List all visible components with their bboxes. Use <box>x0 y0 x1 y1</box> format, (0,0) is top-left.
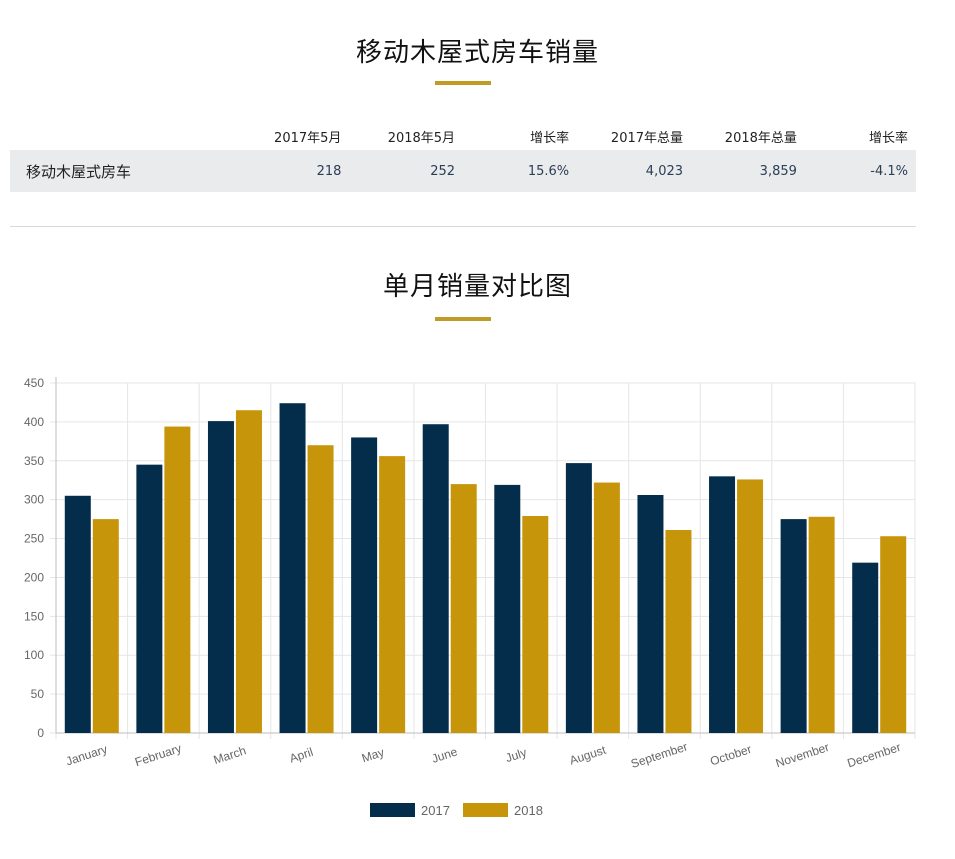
bar-2017-august <box>565 463 592 733</box>
x-tick-label: March <box>212 743 248 767</box>
table-header-row: 2017年5月 2018年5月 增长率 2017年总量 2018年总量 增长率 <box>10 122 916 150</box>
y-tick-label: 450 <box>24 376 44 390</box>
table-cell: 3,859 <box>691 150 805 192</box>
x-tick-label: January <box>64 742 109 769</box>
bar-2018-march <box>235 410 262 733</box>
y-tick-label: 100 <box>24 648 44 662</box>
x-tick-label: February <box>133 741 183 769</box>
bar-2017-september <box>637 495 664 733</box>
y-tick-label: 350 <box>24 454 44 468</box>
y-tick-label: 300 <box>24 493 44 507</box>
page-title: 移动木屋式房车销量 <box>355 38 599 68</box>
x-tick-label: May <box>360 745 386 765</box>
table-cell: 218 <box>238 150 350 192</box>
bar-2018-july <box>522 516 549 733</box>
x-tick-label: April <box>288 745 315 766</box>
x-tick-label: August <box>568 743 608 768</box>
bar-2017-october <box>709 476 736 733</box>
column-header: 2017年5月 <box>274 130 342 146</box>
bar-2018-april <box>307 445 334 733</box>
bar-2018-august <box>593 482 620 733</box>
chart-title: 单月销量对比图 <box>382 272 572 302</box>
legend-label-2017: 2017 <box>421 803 450 818</box>
summary-table: 2017年5月 2018年5月 增长率 2017年总量 2018年总量 增长率 … <box>10 122 916 192</box>
table-cell: 15.6% <box>463 150 578 192</box>
column-header: 增长率 <box>530 130 570 146</box>
title-accent-bar <box>435 81 491 85</box>
bar-2017-march <box>207 421 234 733</box>
y-tick-label: 50 <box>31 687 45 701</box>
bar-2018-june <box>450 484 477 733</box>
bar-2017-february <box>136 464 163 733</box>
bar-2017-december <box>852 562 879 733</box>
legend-swatch-2018 <box>463 803 508 817</box>
column-header: 2018年总量 <box>724 130 797 146</box>
bar-2017-may <box>351 437 378 733</box>
bar-2017-january <box>64 495 91 733</box>
bar-2018-december <box>880 536 907 733</box>
bar-2018-january <box>92 519 119 733</box>
y-tick-label: 250 <box>24 532 44 546</box>
table-cell: 4,023 <box>577 150 692 192</box>
bar-2017-july <box>494 484 521 733</box>
x-tick-label: October <box>708 742 753 769</box>
column-header: 增长率 <box>868 130 908 146</box>
row-label: 移动木屋式房车 <box>10 150 239 192</box>
legend-label-2018: 2018 <box>514 803 543 818</box>
column-header: 2018年5月 <box>387 130 456 146</box>
bar-2018-november <box>808 516 835 733</box>
section-divider <box>10 226 916 227</box>
bar-2017-april <box>279 403 306 733</box>
x-tick-label: July <box>504 745 529 765</box>
table-cell: 252 <box>349 150 464 192</box>
y-tick-label: 200 <box>24 570 44 584</box>
y-tick-label: 400 <box>24 415 44 429</box>
y-tick-label: 150 <box>24 609 44 623</box>
x-tick-label: September <box>629 739 689 770</box>
bar-2018-september <box>665 530 692 733</box>
legend-swatch-2017 <box>370 803 415 817</box>
table-row: 移动木屋式房车 218 252 15.6% 4,023 3,859 -4.1% <box>10 150 916 192</box>
x-tick-label: November <box>774 740 831 770</box>
bar-2018-october <box>737 479 764 733</box>
x-tick-label: June <box>430 744 459 765</box>
table-cell: -4.1% <box>804 150 916 192</box>
x-tick-label: December <box>845 740 902 770</box>
bar-2018-may <box>379 456 406 733</box>
y-tick-label: 0 <box>37 726 44 740</box>
bar-2017-june <box>422 424 449 733</box>
chart-title-accent-bar <box>435 317 491 321</box>
column-header: 2017年总量 <box>610 130 684 146</box>
bar-2018-february <box>164 426 191 733</box>
bar-2017-november <box>780 519 807 733</box>
